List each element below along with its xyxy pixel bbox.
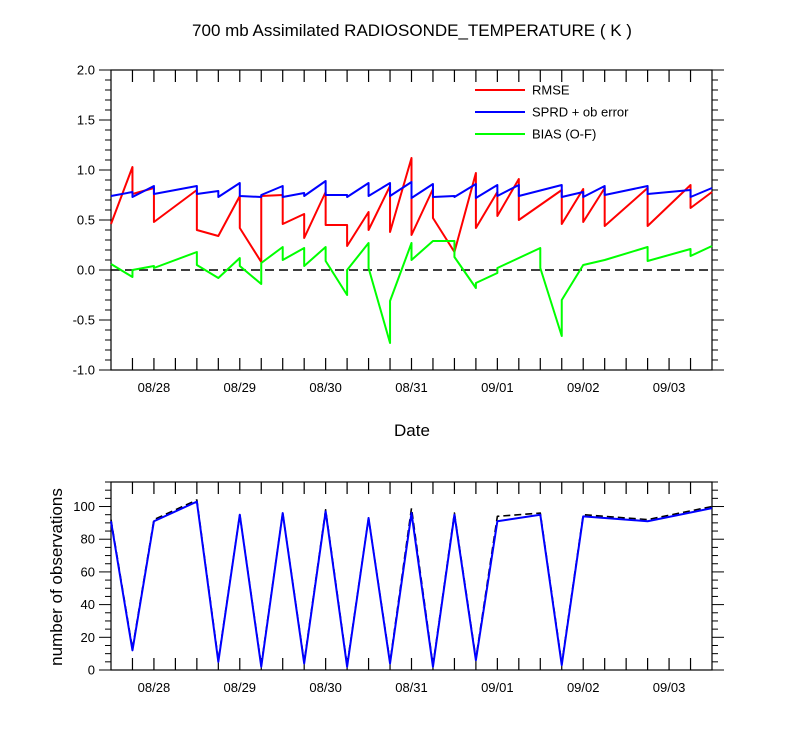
y-tick-label: -0.5 xyxy=(73,313,95,328)
y-tick-label: 1.0 xyxy=(77,163,95,178)
x-tick-label: 09/03 xyxy=(653,380,686,395)
y-axis-label-bottom: number of observations xyxy=(47,488,66,666)
y-tick-label: 1.5 xyxy=(77,113,95,128)
x-tick-label: 08/30 xyxy=(309,680,342,695)
x-tick-label: 08/30 xyxy=(309,380,342,395)
x-tick-label: 08/31 xyxy=(395,680,428,695)
x-tick-label: 08/29 xyxy=(224,680,257,695)
y-tick-label: 60 xyxy=(81,564,95,579)
y-tick-label: 80 xyxy=(81,532,95,547)
series-line-assimilated xyxy=(110,500,713,668)
series-line-sprd-ob-error xyxy=(110,180,713,199)
y-tick-label: 0 xyxy=(88,663,95,678)
x-tick-label: 08/28 xyxy=(138,680,171,695)
chart-title: 700 mb Assimilated RADIOSONDE_TEMPERATUR… xyxy=(192,21,632,40)
y-tick-label: 0.0 xyxy=(77,263,95,278)
x-tick-label: 09/03 xyxy=(653,680,686,695)
y-tick-label: 20 xyxy=(81,630,95,645)
y-tick-label: 0.5 xyxy=(77,213,95,228)
x-tick-label: 09/01 xyxy=(481,380,514,395)
top-chart: 08/28 08/29 08/30 08/31 09/01 09/02 09/03 -1.0 -… xyxy=(73,63,724,395)
series-line-bias-o-f xyxy=(110,240,713,344)
x-tick-label: 09/02 xyxy=(567,680,600,695)
x-tick-label: 09/01 xyxy=(481,680,514,695)
legend-label-bias-o-f: BIAS (O-F) xyxy=(532,127,596,142)
bottom-chart: 08/28 08/29 08/30 08/31 09/01 09/02 09/03 0 20 40… xyxy=(73,481,724,695)
x-tick-label: 08/31 xyxy=(395,380,428,395)
x-tick-label: 08/29 xyxy=(224,380,257,395)
y-tick-label: 100 xyxy=(73,499,95,514)
legend-label-rmse: RMSE xyxy=(532,83,570,98)
series-line-possible xyxy=(110,499,713,666)
y-tick-label: 40 xyxy=(81,597,95,612)
x-tick-label: 09/02 xyxy=(567,380,600,395)
y-tick-label: 2.0 xyxy=(77,63,95,78)
y-tick-label: -1.0 xyxy=(73,363,95,378)
x-tick-label: 08/28 xyxy=(138,380,171,395)
legend-label-sprd-ob-error: SPRD + ob error xyxy=(532,105,629,120)
series-line-rmse xyxy=(110,157,713,263)
x-axis-label: Date xyxy=(394,421,430,440)
